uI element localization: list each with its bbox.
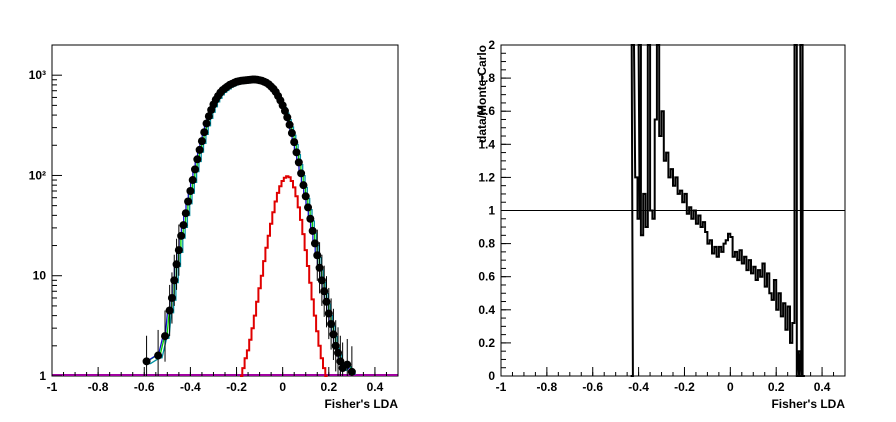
- data-point: [287, 129, 296, 138]
- x-tick-label-right: 0.4: [814, 380, 831, 394]
- x-tick-label-right: -0.2: [674, 380, 695, 394]
- left-histogram-panel: -1 -0.8 -0.6 -0.4 -0.2 0 0.2 0.4 1 10 10² 10³ Fisher…: [29, 44, 399, 411]
- data-point: [290, 138, 299, 147]
- data-point: [191, 165, 200, 174]
- x-tick-label-right: -0.6: [582, 380, 603, 394]
- data-point: [174, 246, 183, 255]
- data-point: [197, 137, 206, 146]
- data-point: [347, 367, 356, 376]
- data-point: [306, 214, 315, 223]
- x-tick-label-left: 0: [279, 380, 286, 394]
- x-tick-label-right: -0.8: [537, 380, 558, 394]
- y-tick-label-left: 10: [33, 269, 47, 283]
- data-point: [299, 181, 308, 190]
- y-axis-title-right: data/Monte-Carlo: [475, 45, 489, 143]
- y-tick-label-right: 1.8: [478, 71, 495, 85]
- data-point: [193, 155, 202, 164]
- x-tick-label-left: -0.4: [180, 380, 201, 394]
- data-point: [294, 158, 303, 167]
- y-tick-label-right: 1.6: [478, 104, 495, 118]
- y-tick-label-right: 0.8: [478, 237, 495, 251]
- data-point: [177, 231, 186, 240]
- data-point: [343, 360, 352, 369]
- x-tick-label-right: 0: [727, 380, 734, 394]
- x-tick-label-left: -0.2: [226, 380, 247, 394]
- x-tick-label-right: -0.4: [628, 380, 649, 394]
- data-point: [285, 120, 294, 129]
- y-tick-label-right: 0.2: [478, 336, 495, 350]
- mc-histogram-2: [144, 78, 353, 373]
- data-point: [142, 357, 151, 366]
- data-point: [202, 119, 211, 128]
- y-tick-label-right: 0.6: [478, 270, 495, 284]
- data-point: [195, 145, 204, 154]
- x-tick-label-right: 0.2: [768, 380, 785, 394]
- data-point: [280, 106, 289, 115]
- data-point: [308, 226, 317, 235]
- right-ratio-panel: -1 -0.8 -0.6 -0.4 -0.2 0 0.2 0.4 0 0.2 0.4 0.6 0.8 1 1…: [475, 38, 846, 411]
- x-tick-label-left: -1: [47, 380, 58, 394]
- y-tick-label-right: 1: [488, 204, 495, 218]
- red-histogram: [240, 175, 328, 377]
- data-point: [283, 113, 292, 122]
- x-tick-label-left: 0.4: [367, 380, 384, 394]
- x-axis-title-left: Fisher's LDA: [324, 397, 398, 411]
- y-tick-label-right: 0: [488, 369, 495, 383]
- ratio-series: [630, 44, 805, 377]
- x-tick-label-right: -1: [496, 380, 507, 394]
- data-point: [301, 192, 310, 201]
- y-tick-label-left: 10³: [29, 68, 46, 82]
- data-point: [304, 203, 313, 212]
- data-point: [188, 176, 197, 185]
- data-point: [181, 209, 190, 218]
- x-tick-label-left: -0.8: [88, 380, 109, 394]
- data-point: [200, 128, 209, 137]
- y-tick-label-left: 1: [39, 369, 46, 383]
- data-point: [184, 197, 193, 206]
- data-point: [161, 332, 170, 341]
- data-point: [204, 112, 213, 121]
- plot-frame-left: [51, 44, 399, 377]
- y-tick-label-right: 1.4: [478, 137, 495, 151]
- y-tick-label-right: 2: [488, 38, 495, 52]
- data-point: [292, 148, 301, 157]
- data-point: [186, 186, 195, 195]
- y-tick-label-left: 10²: [29, 168, 46, 182]
- data-point: [179, 221, 188, 230]
- mc-histogram-0: [146, 78, 354, 372]
- data-point: [297, 169, 306, 178]
- data-point: [154, 351, 163, 360]
- x-tick-label-left: -0.6: [134, 380, 155, 394]
- x-axis-title-right: Fisher's LDA: [771, 397, 845, 411]
- y-tick-label-right: 0.4: [478, 303, 495, 317]
- y-tick-label-right: 1.2: [478, 170, 495, 184]
- x-tick-label-left: 0.2: [320, 380, 337, 394]
